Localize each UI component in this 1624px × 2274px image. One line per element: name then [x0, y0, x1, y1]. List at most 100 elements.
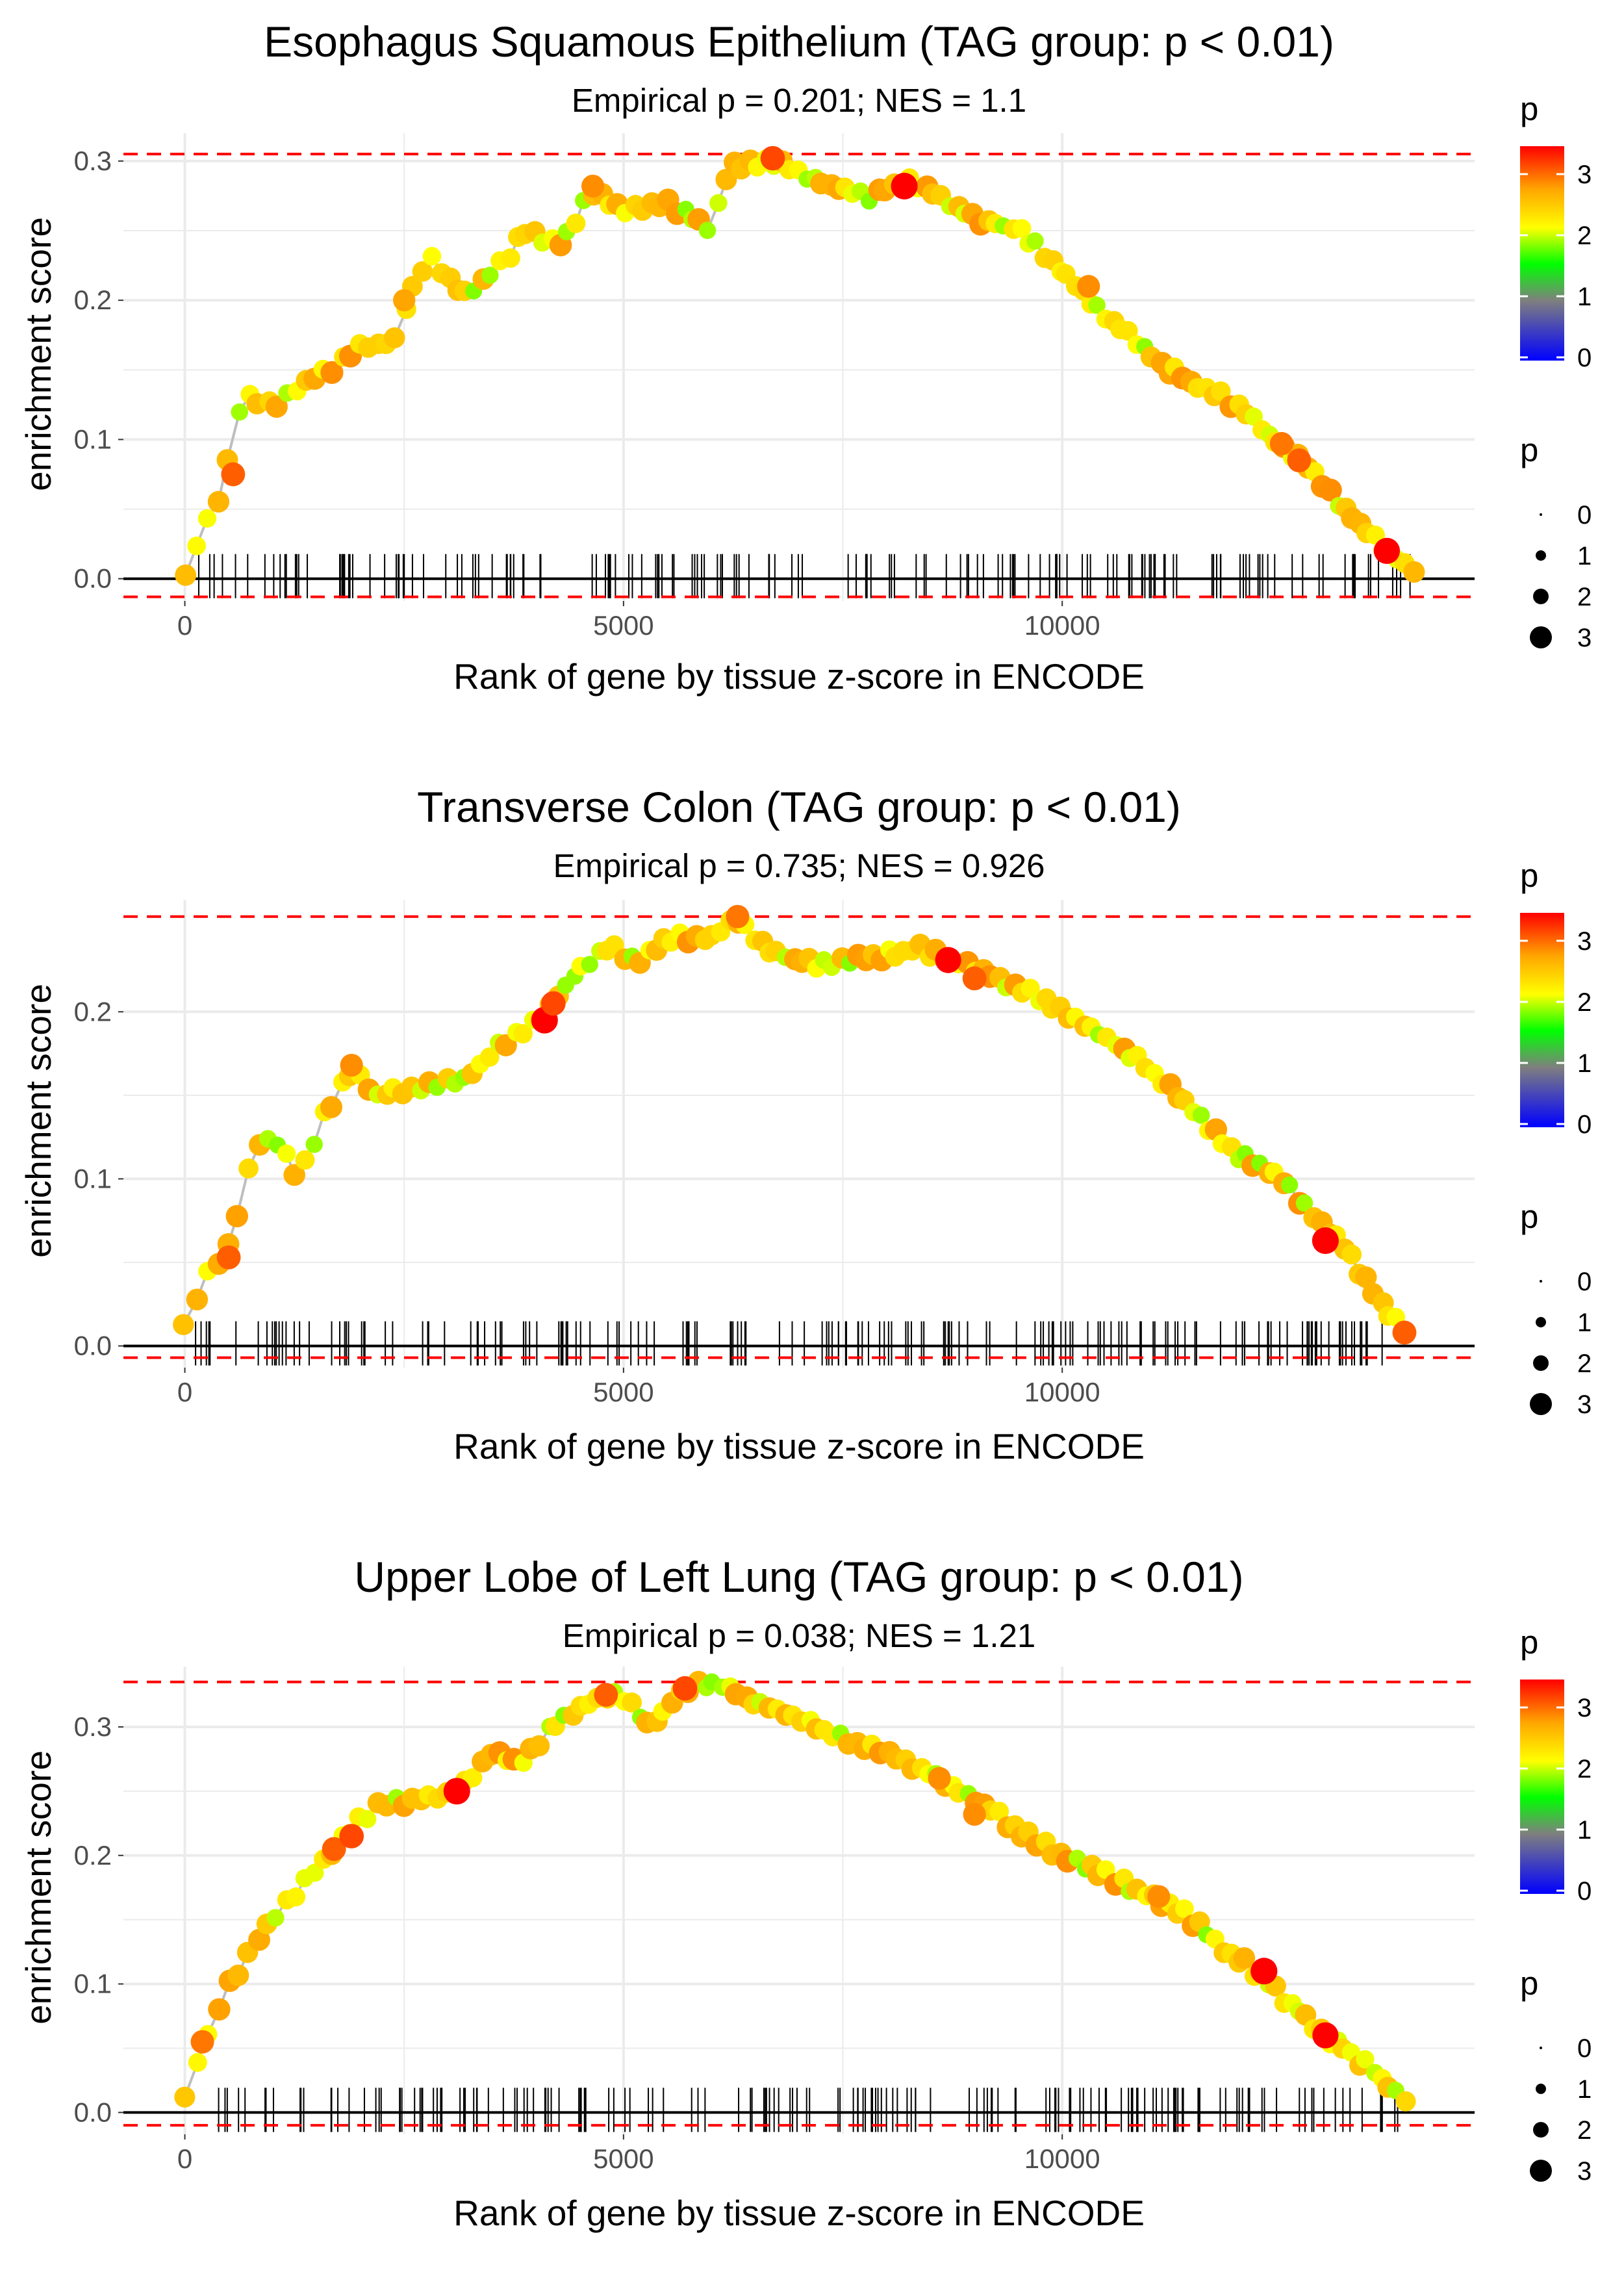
size-legend-key — [1530, 2160, 1552, 2182]
data-point — [1287, 448, 1312, 473]
data-point — [190, 2030, 214, 2054]
data-point — [358, 1809, 377, 1828]
data-point — [174, 2086, 196, 2108]
color-bar-label: 1 — [1577, 1049, 1592, 1078]
data-point — [1269, 431, 1293, 455]
x-tick-label: 10000 — [1024, 2143, 1100, 2174]
data-point — [266, 1909, 285, 1927]
data-point — [594, 1683, 618, 1707]
data-point — [963, 1802, 986, 1826]
data-point — [935, 947, 961, 973]
x-axis-title: Rank of gene by tissue z-score in ENCODE — [453, 656, 1145, 696]
size-legend-key — [1533, 589, 1549, 604]
data-point — [1355, 1266, 1377, 1288]
data-point — [265, 395, 288, 418]
data-point — [187, 536, 207, 556]
size-legend-label: 0 — [1577, 2034, 1592, 2063]
size-legend-label: 1 — [1577, 1309, 1592, 1337]
color-bar-label: 0 — [1577, 1110, 1592, 1139]
data-point — [1392, 1320, 1417, 1345]
data-point — [1319, 478, 1342, 502]
x-axis-title: Rank of gene by tissue z-score in ENCODE — [453, 2193, 1145, 2233]
size-legend-label: 3 — [1577, 1390, 1592, 1419]
data-point — [1312, 1227, 1339, 1255]
data-point — [393, 288, 416, 312]
size-legend-label: 0 — [1577, 501, 1592, 530]
size-legend-key — [1533, 1355, 1549, 1371]
data-point — [248, 1928, 270, 1951]
data-point — [1077, 275, 1100, 298]
y-tick-label: 0.0 — [74, 1331, 112, 1361]
color-bar-label: 3 — [1577, 1694, 1592, 1722]
size-legend-key — [1540, 1280, 1542, 1283]
data-point — [384, 327, 405, 349]
color-legend-title: p — [1520, 1624, 1538, 1661]
data-point — [1147, 1885, 1171, 1908]
data-point — [443, 1778, 470, 1805]
data-point — [540, 991, 566, 1016]
data-point — [1233, 1947, 1256, 1969]
y-tick-label: 0.3 — [74, 1711, 112, 1742]
data-point — [715, 168, 737, 190]
data-point — [340, 1053, 363, 1077]
data-point — [305, 1136, 323, 1153]
x-axis-title: Rank of gene by tissue z-score in ENCODE — [453, 1426, 1145, 1466]
data-point — [305, 1863, 324, 1882]
plot-area: 0.0 0.1 0.2 0.3 0 5000 10000 — [74, 1667, 1475, 2174]
data-point — [173, 1314, 194, 1335]
data-point — [1026, 232, 1044, 250]
data-point — [221, 462, 246, 487]
x-tick-label: 5000 — [593, 1377, 653, 1407]
color-legend-title: p — [1520, 857, 1538, 894]
color-bar — [1520, 1680, 1564, 1894]
data-point — [672, 1676, 698, 1701]
size-legend-key — [1536, 550, 1546, 561]
data-point — [581, 956, 598, 973]
y-tick-label: 0.0 — [74, 2097, 112, 2127]
data-point — [989, 1802, 1009, 1821]
data-point — [295, 1150, 315, 1170]
x-tick-label: 0 — [177, 2143, 192, 2174]
color-bar — [1520, 913, 1564, 1127]
data-point — [175, 564, 197, 586]
size-legend-key — [1536, 1317, 1546, 1327]
enrichment-line — [183, 1680, 1407, 2102]
size-legend-label: 3 — [1577, 2157, 1592, 2186]
data-point — [891, 172, 918, 199]
data-point — [208, 1998, 231, 2021]
size-legend-key — [1540, 513, 1542, 516]
panel-3: Upper Lobe of Left Lung (TAG group: p < … — [18, 1553, 1592, 2233]
data-point — [422, 247, 442, 266]
color-bar-label: 2 — [1577, 988, 1592, 1017]
data-point — [1373, 537, 1401, 564]
chart-title: Upper Lobe of Left Lung (TAG group: p < … — [354, 1553, 1243, 1601]
color-legend: p 0 1 2 3 — [1520, 1624, 1592, 1906]
x-tick-label: 10000 — [1024, 1377, 1100, 1407]
data-point — [500, 248, 520, 268]
data-point — [622, 1693, 642, 1713]
data-point — [238, 1158, 259, 1179]
data-point — [1281, 1176, 1299, 1194]
data-point — [188, 2052, 207, 2072]
x-tick-label: 10000 — [1024, 610, 1100, 641]
size-legend: p 0 1 2 3 — [1520, 431, 1592, 652]
panel-2: Transverse Colon (TAG group: p < 0.01) E… — [18, 783, 1592, 1466]
plot-area: 0.0 0.1 0.2 0.3 0 5000 10000 — [74, 133, 1475, 641]
data-point — [216, 1245, 241, 1270]
data-point — [1403, 561, 1425, 583]
data-point — [231, 403, 249, 421]
size-legend-title: p — [1520, 431, 1538, 468]
y-tick-label: 0.2 — [74, 285, 112, 315]
color-bar-label: 2 — [1577, 222, 1592, 250]
data-point — [566, 213, 586, 233]
data-point — [962, 966, 987, 991]
data-point — [709, 194, 728, 212]
data-point — [320, 1095, 343, 1119]
y-axis-title: enrichment score — [18, 984, 58, 1258]
enrichment-line — [184, 157, 1415, 576]
data-point — [227, 1964, 249, 1986]
y-axis-title: enrichment score — [18, 217, 58, 491]
color-bar-label: 1 — [1577, 283, 1592, 311]
data-point — [1312, 2022, 1339, 2049]
size-legend-key — [1536, 2084, 1546, 2094]
